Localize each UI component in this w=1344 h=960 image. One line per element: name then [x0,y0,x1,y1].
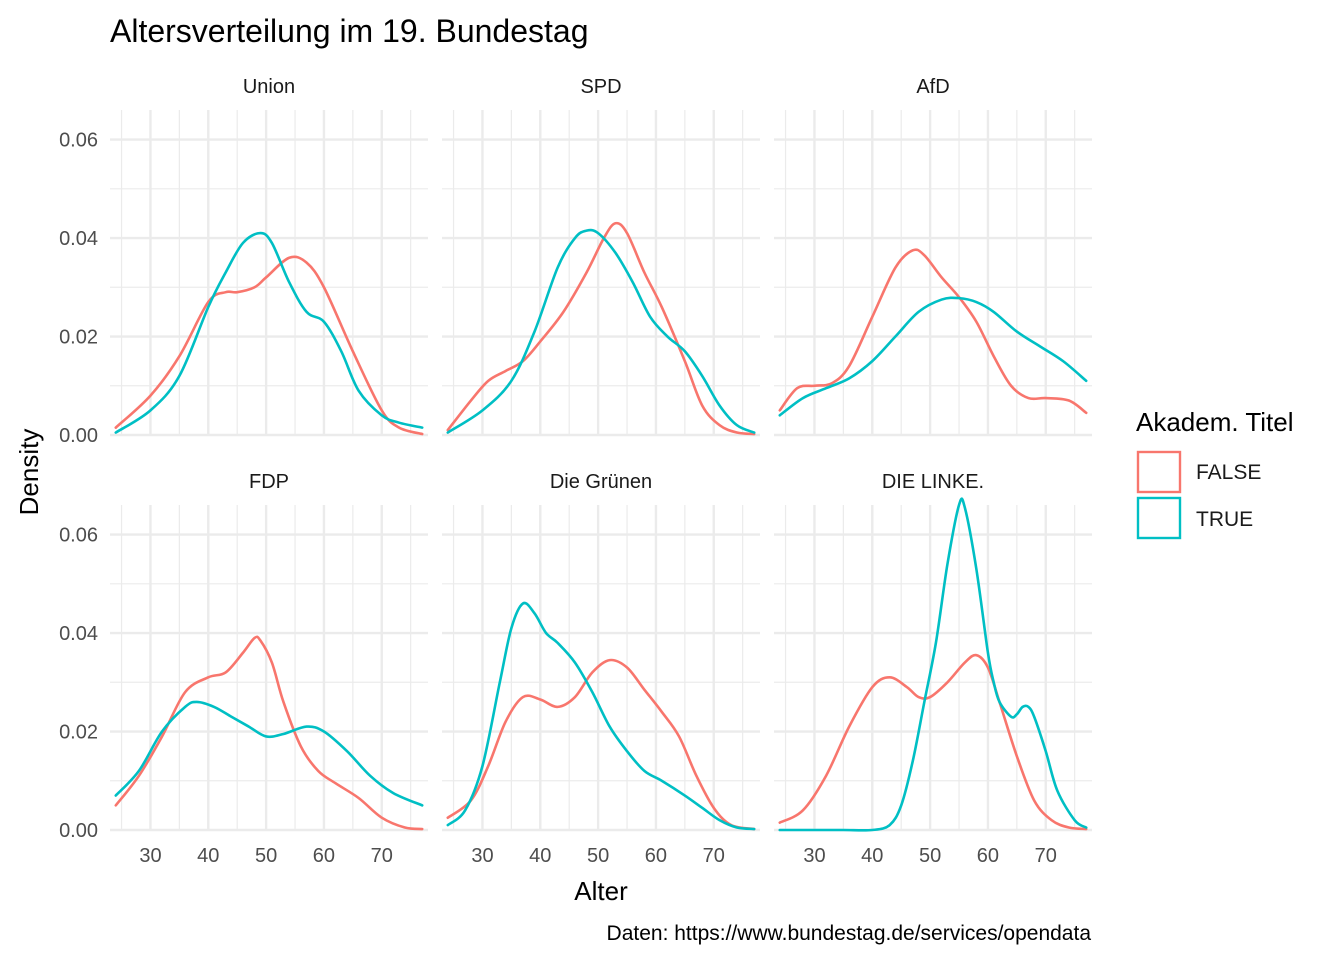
legend-title: Akadem. Titel [1136,407,1294,437]
y-axis-title: Density [14,429,44,516]
legend-label-true: TRUE [1196,508,1253,531]
strip-label-spd: SPD [580,76,621,98]
density-curve-fdp-true [114,700,424,807]
grid-die-grunen [442,505,760,832]
x-tick-label: 60 [977,845,999,867]
density-curve-die-grunen-false [446,658,756,831]
density-curve-die-linke-true [778,497,1088,832]
strip-label-afd: AfD [916,76,949,98]
x-tick-label: 30 [139,845,161,867]
x-tick-label: 60 [645,845,667,867]
chart-title: Altersverteilung im 19. Bundestag [110,13,588,49]
x-tick-label: 60 [313,845,335,867]
legend-item-true: TRUE [1136,496,1253,540]
panel-afd: AfD [774,76,1092,437]
y-tick-label: 0.06 [59,130,98,152]
y-tick-label: 0.02 [59,327,98,349]
legend-key-true [1136,496,1182,540]
strip-label-fdp: FDP [249,471,289,493]
density-curve-spd-true [446,228,756,434]
x-tick-label: 30 [471,845,493,867]
strip-label-die-linke: DIE LINKE. [882,471,984,493]
x-tick-label: 40 [861,845,883,867]
density-curve-union-true [114,231,424,434]
panel-spd: SPD [442,76,760,437]
density-curve-union-false [114,255,424,436]
legend-label-false: FALSE [1196,461,1261,484]
x-tick-label: 50 [587,845,609,867]
y-tick-label: 0.00 [59,425,98,447]
legend-item-false: FALSE [1136,450,1261,494]
density-curve-die-grunen-true [446,601,756,831]
panel-die-grunen: Die Grünen 30 40 50 60 70 [442,471,760,867]
x-tick-label: 30 [803,845,825,867]
grid-spd [442,110,760,437]
y-tick-label: 0.02 [59,722,98,744]
x-tick-label: 70 [1035,845,1057,867]
density-curve-die-linke-false [778,653,1088,831]
strip-label-die-grunen: Die Grünen [550,471,652,493]
caption: Daten: https://www.bundestag.de/services… [607,922,1092,945]
legend: Akadem. Titel FALSE TRUE [1136,407,1294,540]
panel-union: Union 0.00 0.02 0.04 0.06 [59,76,428,447]
grid-fdp [110,505,428,832]
facet-panels: Union 0.00 0.02 0.04 0.06 SPD AfD FDP 0.00 0.02 0.… [59,76,1092,867]
panel-die-linke: DIE LINKE. 30 40 50 60 70 [774,471,1092,867]
density-curve-afd-false [778,248,1088,415]
density-curve-spd-false [446,221,756,436]
x-tick-label: 70 [703,845,725,867]
y-tick-label: 0.06 [59,525,98,547]
x-tick-label: 40 [529,845,551,867]
y-tick-label: 0.04 [59,623,98,645]
x-tick-label: 40 [197,845,219,867]
y-tick-label: 0.00 [59,820,98,842]
x-tick-label: 50 [255,845,277,867]
x-axis-title: Alter [574,876,628,906]
y-tick-label: 0.04 [59,228,98,250]
strip-label-union: Union [243,76,295,98]
x-tick-label: 50 [919,845,941,867]
density-curve-afd-true [778,296,1088,417]
legend-key-false [1136,450,1182,494]
x-tick-label: 70 [371,845,393,867]
density-curve-fdp-false [114,635,424,831]
panel-fdp: FDP 0.00 0.02 0.04 0.06 30 40 50 60 70 [59,471,428,867]
